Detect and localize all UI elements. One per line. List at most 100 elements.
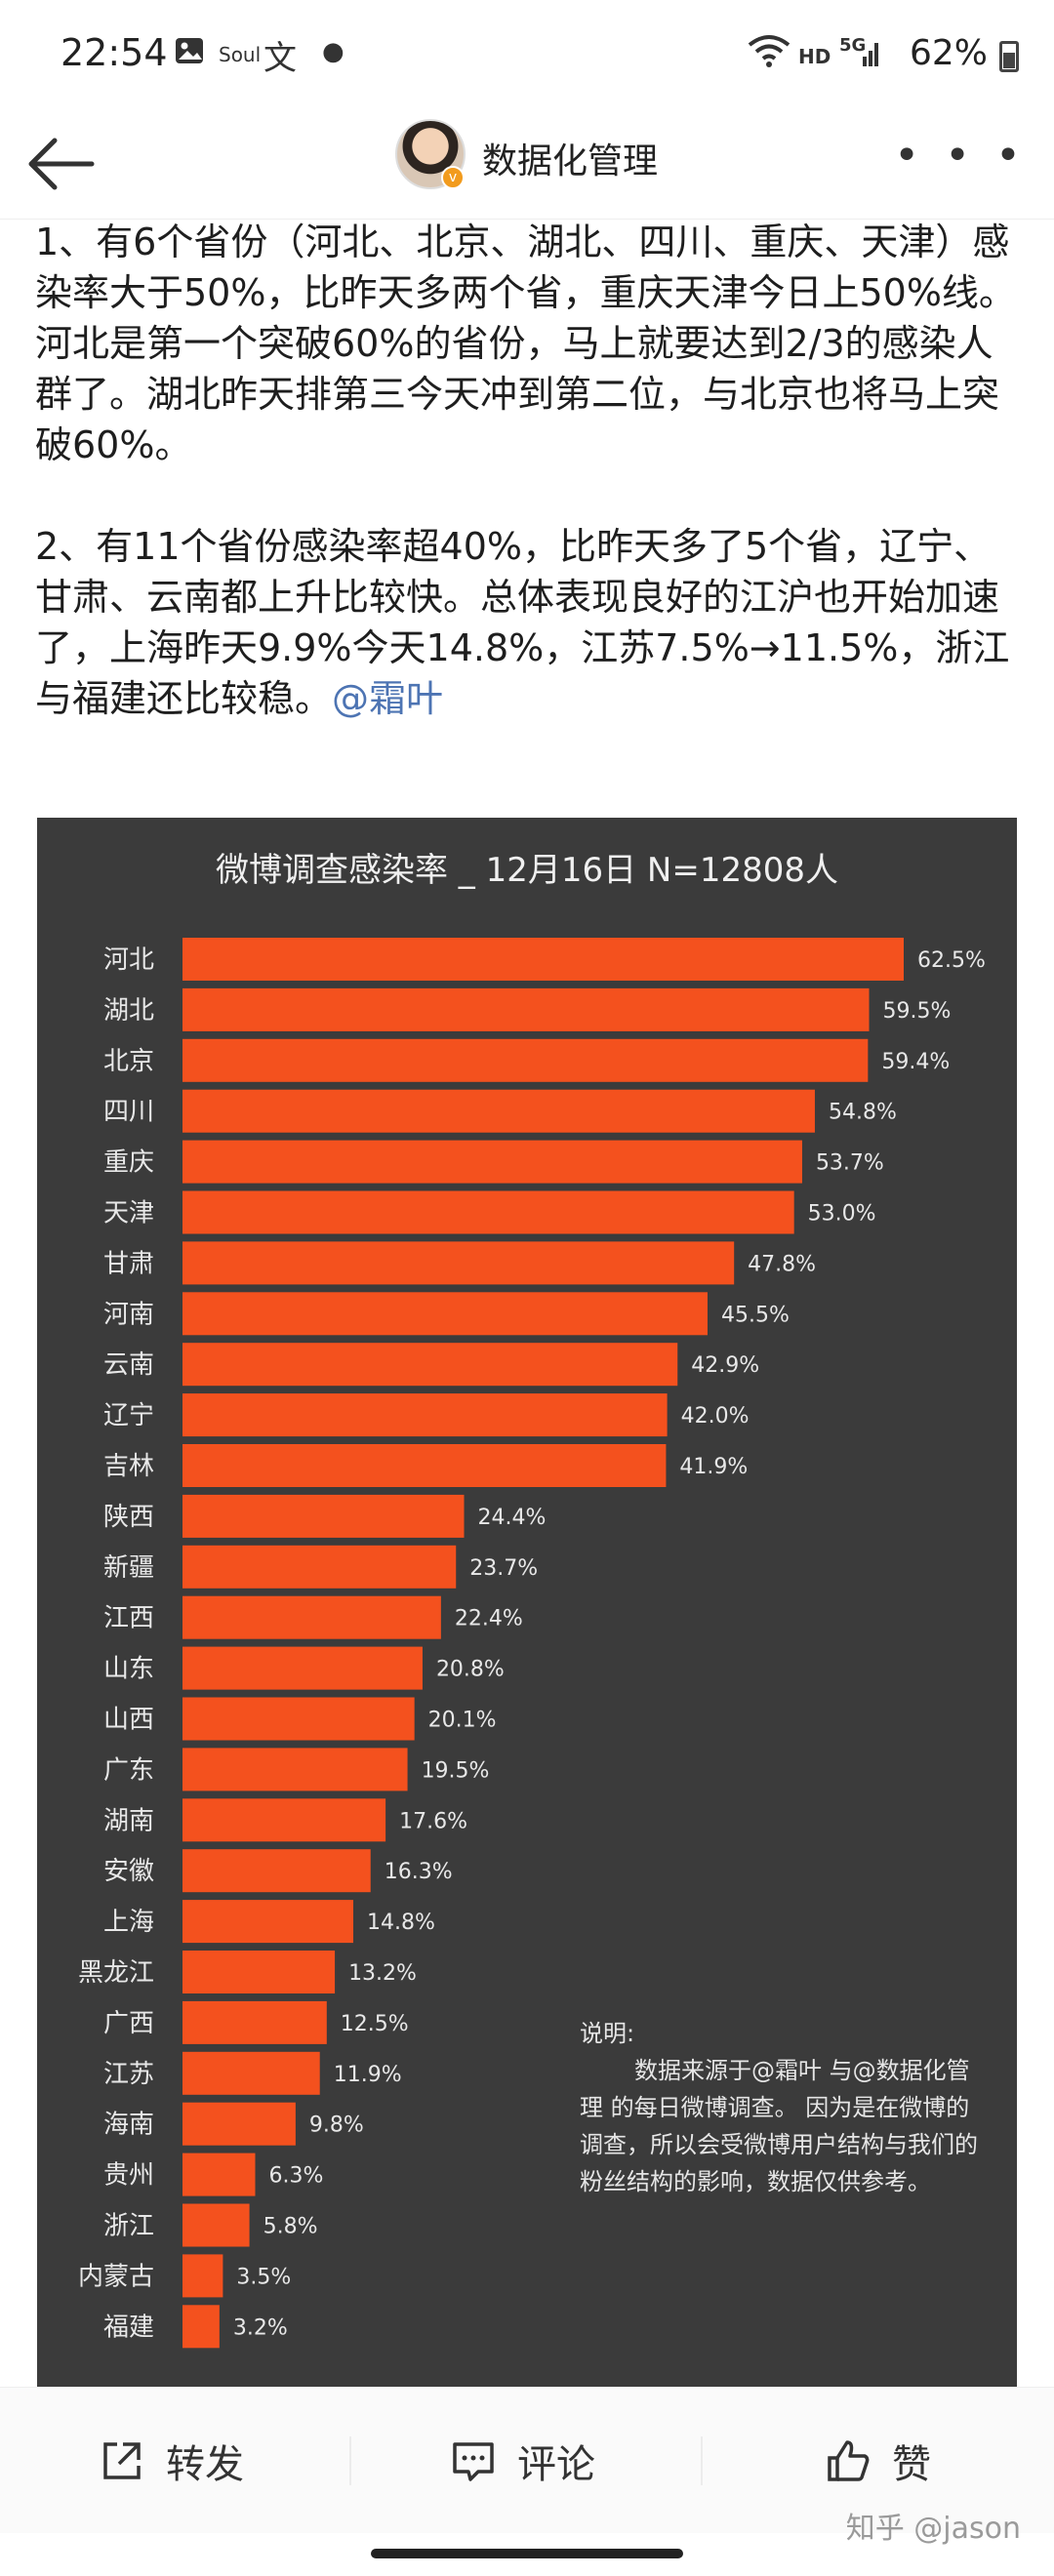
- bar: [182, 1190, 794, 1234]
- category-label: 甘肃: [103, 1249, 154, 1278]
- category-label: 山西: [103, 1706, 154, 1735]
- chart-plot: 河北 62.5% 湖北 59.5% 北京 59.4% 四川 54.8% 重庆 53.7% 天津 53.…: [78, 938, 986, 2349]
- value-label: 20.1%: [428, 1709, 497, 1733]
- category-label: 北京: [103, 1047, 154, 1076]
- category-label: 福建: [103, 2313, 154, 2342]
- chart-title: 微博调查感染率 _ 12月16日 N=12808人: [215, 851, 839, 890]
- value-label: 54.8%: [829, 1101, 897, 1125]
- bar: [182, 1444, 667, 1487]
- value-label: 62.5%: [917, 948, 986, 973]
- bar: [182, 1748, 408, 1791]
- category-label: 内蒙古: [78, 2262, 154, 2291]
- bar: [182, 1038, 869, 1082]
- infection-rate-chart[interactable]: 微博调查感染率 _ 12月16日 N=12808人 河北 62.5% 湖北 59.5%…: [37, 818, 1017, 2387]
- bar: [182, 1393, 668, 1437]
- battery-level: 62%: [909, 33, 988, 73]
- back-arrow-icon: [28, 138, 95, 190]
- value-label: 42.9%: [691, 1353, 759, 1378]
- share-button[interactable]: 转发: [98, 2427, 244, 2495]
- value-label: 42.0%: [681, 1404, 750, 1429]
- bar: [182, 2203, 250, 2247]
- like-button[interactable]: 赞: [824, 2427, 931, 2495]
- bar: [182, 1343, 678, 1387]
- signal-label: 5G: [839, 35, 867, 56]
- back-button[interactable]: [23, 125, 111, 203]
- category-label: 辽宁: [103, 1401, 154, 1430]
- value-label: 20.8%: [436, 1658, 505, 1682]
- bar: [182, 2153, 256, 2196]
- value-label: 53.7%: [816, 1151, 884, 1176]
- like-label: 赞: [892, 2442, 931, 2487]
- app-header: v 数据化管理 • • •: [0, 107, 1054, 220]
- comment-icon: [453, 2442, 494, 2481]
- value-label: 59.4%: [881, 1050, 950, 1074]
- value-label: 45.5%: [721, 1303, 790, 1327]
- category-label: 云南: [103, 1350, 154, 1380]
- category-label: 湖南: [103, 1806, 154, 1835]
- bar: [182, 1697, 415, 1741]
- chart-note-title: 说明:: [580, 2020, 635, 2047]
- verified-badge-icon: v: [441, 166, 465, 189]
- category-label: 河北: [103, 946, 154, 975]
- dot-icon: ●: [322, 37, 345, 66]
- category-label: 重庆: [103, 1148, 154, 1178]
- bar: [182, 987, 870, 1031]
- post-paragraph-text: 2、有11个省份感染率超40%，比昨天多了5个省，辽宁、甘肃、云南都上升比较快。…: [35, 525, 1010, 720]
- battery-icon: [999, 41, 1019, 72]
- category-label: 江西: [103, 1604, 154, 1633]
- page-title[interactable]: 数据化管理: [482, 141, 659, 181]
- value-label: 12.5%: [341, 2012, 409, 2036]
- category-label: 湖北: [103, 996, 154, 1026]
- bar: [182, 2254, 223, 2298]
- bar: [182, 1646, 423, 1690]
- bar: [182, 1798, 386, 1842]
- value-label: 23.7%: [469, 1556, 538, 1581]
- category-label: 贵州: [103, 2161, 154, 2191]
- value-label: 22.4%: [455, 1607, 523, 1631]
- bar: [182, 1900, 353, 1944]
- bar: [182, 2102, 296, 2146]
- bar: [182, 2000, 327, 2044]
- value-label: 59.5%: [883, 999, 952, 1024]
- category-label: 四川: [103, 1098, 154, 1127]
- category-label: 安徽: [103, 1857, 154, 1886]
- bar: [182, 2305, 220, 2349]
- post-body: 1、有6个省份（河北、北京、湖北、四川、重庆、天津）感染率大于50%，比昨天多两…: [35, 217, 1021, 775]
- category-label: 河南: [103, 1300, 154, 1329]
- category-label: 吉林: [103, 1452, 154, 1481]
- bar: [182, 1140, 802, 1184]
- comment-button[interactable]: 评论: [449, 2427, 595, 2495]
- value-label: 53.0%: [808, 1202, 876, 1227]
- share-icon: [103, 2442, 141, 2479]
- category-label: 海南: [103, 2111, 154, 2140]
- divider: [701, 2436, 703, 2485]
- gallery-icon: [174, 35, 207, 75]
- home-indicator[interactable]: [371, 2549, 683, 2558]
- value-label: 16.3%: [385, 1860, 453, 1884]
- wifi-icon: [748, 33, 790, 75]
- category-label: 江苏: [103, 2060, 154, 2089]
- chart-note-text: 数据来源于@霜叶 与@数据化管理 的每日微博调查。 因为是在微博的调查，所以会受…: [580, 2057, 978, 2195]
- value-label: 19.5%: [422, 1758, 490, 1783]
- bar: [182, 1595, 441, 1639]
- bar: [182, 1089, 815, 1133]
- category-label: 上海: [103, 1908, 154, 1937]
- bar: [182, 1292, 708, 1336]
- post-paragraph: 2、有11个省份感染率超40%，比昨天多了5个省，辽宁、甘肃、云南都上升比较快。…: [35, 521, 1021, 724]
- share-label: 转发: [166, 2442, 244, 2487]
- action-bar: 转发 评论 赞: [0, 2387, 1054, 2533]
- value-label: 47.8%: [748, 1252, 816, 1276]
- thumbs-up-icon: [828, 2440, 870, 2481]
- more-options-button[interactable]: • • •: [894, 131, 1027, 181]
- bar: [182, 1545, 457, 1589]
- comment-label: 评论: [517, 2442, 595, 2487]
- bar: [182, 1951, 336, 1993]
- status-bar: 22:54 Soul 文 ● HD 5G 62%: [0, 0, 1054, 107]
- bar: [182, 1849, 371, 1893]
- mention-link[interactable]: @霜叶: [332, 677, 444, 720]
- value-label: 3.2%: [233, 2315, 288, 2340]
- bar: [182, 938, 904, 981]
- category-label: 黑龙江: [78, 1958, 154, 1988]
- value-label: 24.4%: [478, 1506, 547, 1530]
- value-label: 5.8%: [264, 2215, 318, 2239]
